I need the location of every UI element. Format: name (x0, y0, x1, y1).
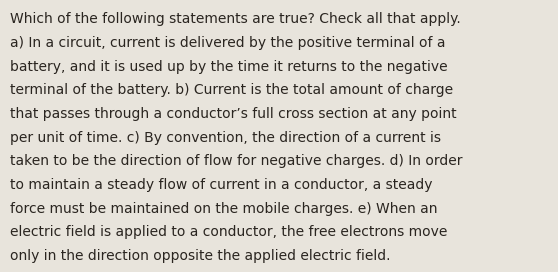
Text: force must be maintained on the mobile charges. e) When an: force must be maintained on the mobile c… (10, 202, 437, 215)
Text: terminal of the battery. b) Current is the total amount of charge: terminal of the battery. b) Current is t… (10, 83, 453, 97)
Text: electric field is applied to a conductor, the free electrons move: electric field is applied to a conductor… (10, 225, 448, 239)
Text: a) In a circuit, current is delivered by the positive terminal of a: a) In a circuit, current is delivered by… (10, 36, 445, 50)
Text: battery, and it is used up by the time it returns to the negative: battery, and it is used up by the time i… (10, 60, 448, 73)
Text: per unit of time. c) By convention, the direction of a current is: per unit of time. c) By convention, the … (10, 131, 441, 144)
Text: that passes through a conductor’s full cross section at any point: that passes through a conductor’s full c… (10, 107, 456, 121)
Text: only in the direction opposite the applied electric field.: only in the direction opposite the appli… (10, 249, 391, 263)
Text: Which of the following statements are true? Check all that apply.: Which of the following statements are tr… (10, 12, 461, 26)
Text: taken to be the direction of flow for negative charges. d) In order: taken to be the direction of flow for ne… (10, 154, 463, 168)
Text: to maintain a steady flow of current in a conductor, a steady: to maintain a steady flow of current in … (10, 178, 432, 192)
